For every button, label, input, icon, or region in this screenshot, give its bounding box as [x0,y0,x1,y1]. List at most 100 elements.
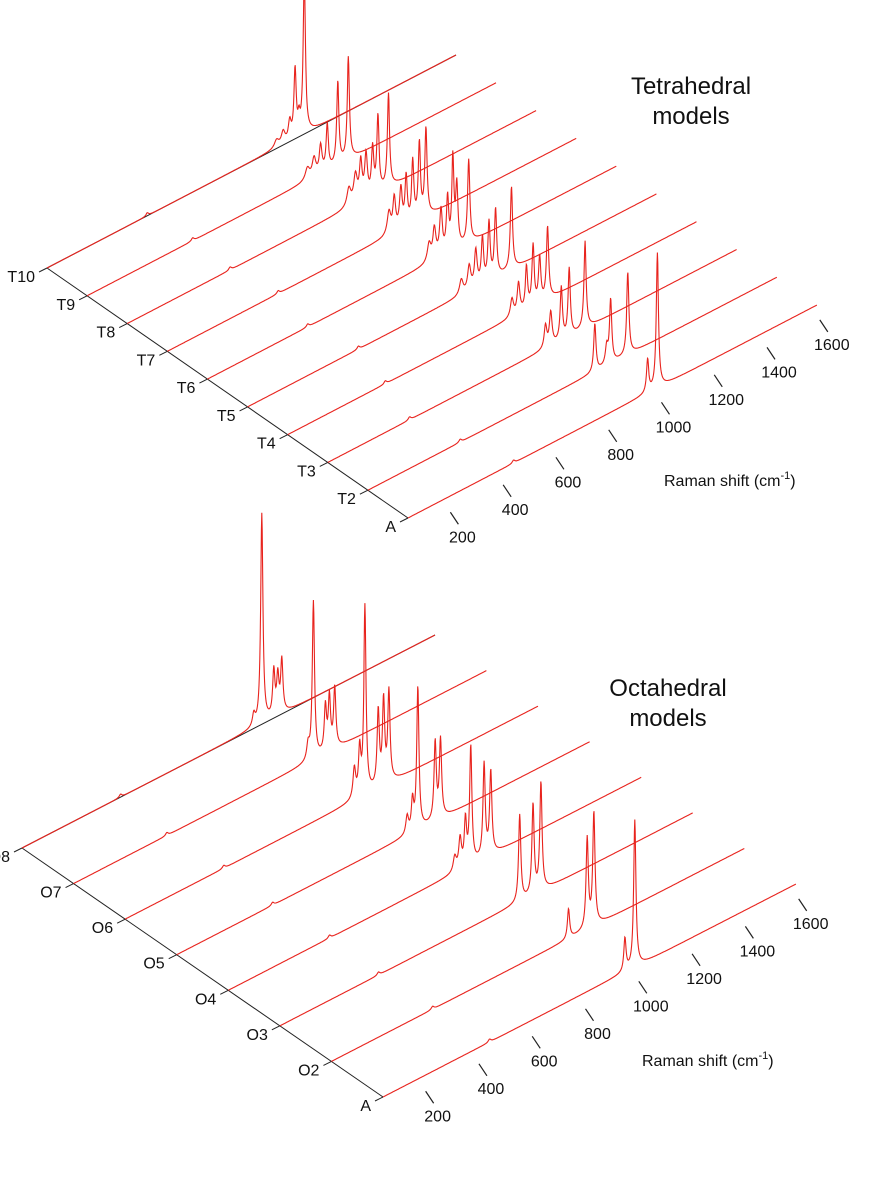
spectrum-line-t5 [247,186,657,408]
spectrum-line-t3 [327,240,737,463]
octahedral-x-axis-label-main: Raman shift (cm [642,1053,758,1070]
depth-tick-mark [116,918,126,924]
x-tick-mark [660,401,670,415]
x-tick-label: 1600 [814,337,850,354]
depth-tick-mark [13,847,23,853]
depth-tick-mark [38,267,48,273]
depth-tick-label: O5 [143,956,164,973]
x-tick-mark [478,1063,488,1077]
spectrum-line-o5 [176,686,590,956]
x-tick-label: 1600 [793,916,829,933]
spectrum-line-o2 [331,811,745,1062]
x-tick-mark [713,374,723,388]
x-tick-label: 400 [502,502,529,519]
depth-tick-label: O3 [247,1027,268,1044]
depth-tick-label: T5 [217,408,236,425]
depth-tick-mark [118,323,128,329]
depth-tick-mark [359,489,369,495]
x-tick-label: 1200 [708,392,744,409]
depth-tick-mark [159,350,168,356]
spectrum-line-t2 [367,272,778,491]
spectrum-line-o8 [21,512,436,849]
x-tick-mark [638,980,648,994]
x-tick-mark [819,319,829,333]
spectrum-line-t4 [287,221,697,436]
tetrahedral-x-axis-label-main: Raman shift (cm [664,473,780,490]
depth-tick-label: T6 [177,380,196,397]
octahedral-x-axis-label-sup: -1 [758,1050,768,1062]
depth-tick-label: O8 [0,849,10,866]
x-tick-label: 400 [478,1081,505,1098]
depth-tick-label: T4 [257,436,276,453]
tetrahedral-panel: Tetrahedral models Raman shift (cm-1) 20… [7,0,850,546]
tetrahedral-x-axis-label-close: ) [790,473,795,490]
spectrum-line-a [382,819,797,1098]
x-tick-label: 200 [424,1108,451,1125]
spectrum-line-t6 [207,150,617,380]
x-tick-label: 1000 [656,419,692,436]
octahedral-x-axis-label: Raman shift (cm-1) [642,1050,774,1070]
spectrum-line-o4 [228,744,642,991]
depth-tick-label: T10 [7,269,35,286]
spectrum-line-a [407,252,818,519]
tetrahedral-title-line-2: models [652,103,729,130]
depth-axis-line [46,267,409,519]
x-tick-mark [766,347,776,360]
x-tick-label: 1000 [633,998,669,1015]
depth-tick-mark [399,517,409,523]
depth-tick-label: A [385,519,396,536]
depth-tick-mark [271,1025,281,1031]
tetrahedral-x-axis-label: Raman shift (cm-1) [664,470,796,490]
x-tick-mark [502,484,512,498]
depth-tick-mark [279,434,288,440]
depth-tick-label: T3 [297,463,316,480]
octahedral-title-line-2: models [629,705,706,732]
tetrahedral-title-line-1: Tetrahedral [631,73,751,100]
x-tick-label: 800 [607,447,634,464]
depth-tick-mark [319,461,329,467]
depth-tick-mark [168,954,177,960]
depth-tick-label: T2 [337,491,356,508]
depth-tick-label: A [360,1098,371,1115]
tetrahedral-x-axis-label-sup: -1 [780,470,790,482]
spectrum-line-o3 [279,781,693,1027]
x-tick-mark [798,898,808,912]
octahedral-title-line-1: Octahedral [609,675,726,702]
depth-tick-mark [78,295,88,301]
x-tick-label: 200 [449,529,476,546]
spectrum-line-t9 [86,56,497,297]
depth-tick-mark [65,883,74,889]
depth-tick-mark [323,1060,332,1066]
x-tick-label: 1400 [761,364,797,381]
spectrum-line-t8 [126,92,537,324]
x-tick-label: 600 [531,1053,558,1070]
spectrum-line-t10 [46,0,457,269]
x-tick-mark [555,456,565,470]
depth-axis-line [21,847,384,1098]
spectrum-line-o6 [124,603,539,920]
x-tick-mark [608,429,618,443]
depth-tick-label: O4 [195,991,216,1008]
x-tick-mark [425,1090,435,1104]
x-tick-mark [449,511,459,525]
depth-tick-label: O2 [298,1062,319,1079]
spectrum-line-t7 [167,126,577,352]
depth-tick-mark [374,1096,384,1102]
depth-tick-label: O7 [40,885,61,902]
x-tick-label: 1400 [740,943,776,960]
x-tick-mark [691,953,701,967]
depth-tick-mark [239,406,248,412]
spectrum-line-o7 [73,599,487,885]
depth-tick-label: T8 [97,325,116,342]
octahedral-x-axis-label-close: ) [768,1053,773,1070]
depth-tick-mark [220,989,229,995]
x-tick-mark [585,1008,595,1022]
depth-tick-label: T7 [137,352,156,369]
depth-tick-label: T9 [56,297,75,314]
x-tick-mark [744,926,754,939]
octahedral-panel: Octahedral models Raman shift (cm-1) 200… [0,512,829,1125]
x-tick-mark [531,1035,541,1049]
x-tick-label: 1200 [686,971,722,988]
